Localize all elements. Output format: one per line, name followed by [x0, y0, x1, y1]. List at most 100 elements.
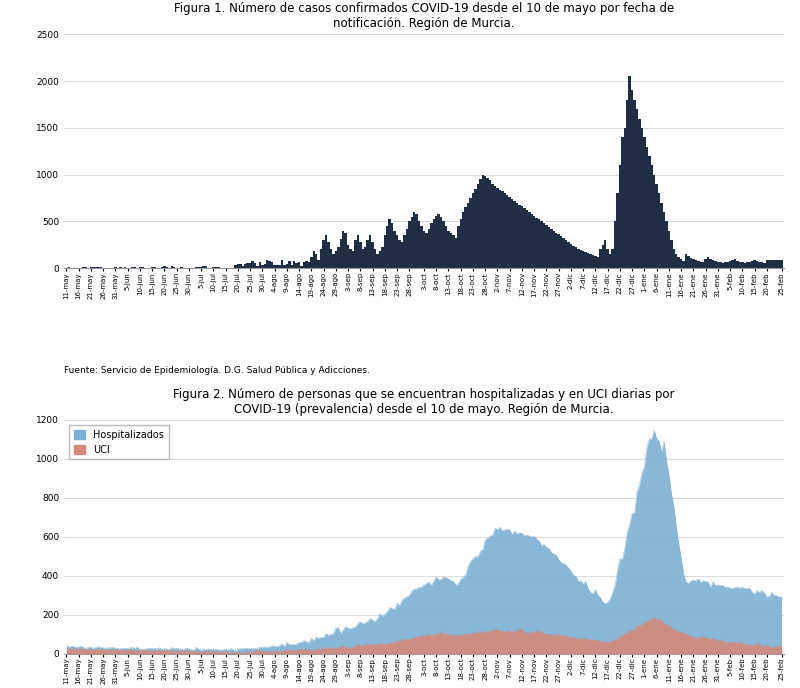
Bar: [738, 261, 741, 268]
Bar: [433, 219, 435, 268]
Bar: [357, 235, 359, 268]
Bar: [558, 235, 560, 268]
Bar: [719, 262, 722, 268]
Bar: [418, 222, 420, 268]
Bar: [263, 264, 266, 268]
Bar: [359, 242, 362, 268]
Bar: [237, 264, 239, 268]
Bar: [438, 214, 440, 268]
Legend: Hospitalizados, UCI: Hospitalizados, UCI: [69, 424, 169, 460]
Bar: [670, 240, 673, 268]
Title: Figura 2. Número de personas que se encuentran hospitalizadas y en UCI diarias p: Figura 2. Número de personas que se encu…: [174, 388, 674, 416]
Bar: [685, 254, 687, 268]
Bar: [354, 240, 357, 268]
Bar: [256, 266, 258, 268]
Bar: [281, 260, 283, 268]
Bar: [452, 235, 454, 268]
Bar: [389, 219, 391, 268]
Bar: [653, 175, 655, 268]
Bar: [722, 264, 724, 268]
Bar: [477, 184, 479, 268]
Bar: [699, 261, 702, 268]
Bar: [538, 219, 540, 268]
Bar: [276, 265, 278, 268]
Bar: [465, 207, 467, 268]
Bar: [472, 193, 474, 268]
Bar: [406, 229, 408, 268]
Bar: [761, 262, 763, 268]
Bar: [553, 230, 555, 268]
Bar: [386, 226, 389, 268]
Bar: [758, 261, 761, 268]
Bar: [114, 267, 117, 268]
Bar: [631, 91, 634, 268]
Bar: [401, 242, 403, 268]
Bar: [496, 188, 498, 268]
Bar: [383, 235, 386, 268]
Bar: [555, 233, 558, 268]
Bar: [526, 210, 528, 268]
Bar: [293, 261, 295, 268]
Bar: [154, 267, 156, 268]
Bar: [521, 206, 523, 268]
Bar: [590, 254, 592, 268]
Bar: [362, 249, 364, 268]
Bar: [381, 248, 383, 268]
Bar: [435, 216, 438, 268]
Bar: [151, 267, 154, 268]
Bar: [650, 165, 653, 268]
Bar: [283, 265, 286, 268]
Bar: [675, 254, 678, 268]
Bar: [398, 240, 401, 268]
Bar: [391, 223, 394, 268]
Bar: [369, 235, 371, 268]
Bar: [682, 261, 685, 268]
Bar: [430, 223, 433, 268]
Bar: [350, 249, 352, 268]
Bar: [518, 204, 521, 268]
Bar: [714, 261, 717, 268]
Bar: [318, 259, 320, 268]
Bar: [574, 248, 577, 268]
Bar: [315, 254, 318, 268]
Bar: [394, 230, 396, 268]
Bar: [756, 261, 758, 268]
Bar: [415, 214, 418, 268]
Bar: [249, 264, 251, 268]
Bar: [371, 242, 374, 268]
Bar: [614, 222, 616, 268]
Bar: [403, 235, 406, 268]
Bar: [724, 262, 726, 268]
Bar: [646, 147, 648, 268]
Bar: [702, 262, 705, 268]
Bar: [731, 259, 734, 268]
Bar: [131, 267, 134, 268]
Bar: [634, 100, 636, 268]
Bar: [717, 261, 719, 268]
Bar: [295, 263, 298, 268]
Bar: [246, 263, 249, 268]
Bar: [445, 226, 447, 268]
Bar: [173, 267, 175, 268]
Bar: [562, 238, 565, 268]
Bar: [396, 235, 398, 268]
Bar: [266, 260, 269, 268]
Bar: [334, 251, 337, 268]
Bar: [533, 216, 535, 268]
Bar: [572, 246, 574, 268]
Bar: [530, 214, 533, 268]
Bar: [773, 260, 775, 268]
Bar: [768, 260, 770, 268]
Bar: [271, 262, 274, 268]
Bar: [668, 230, 670, 268]
Bar: [751, 261, 754, 268]
Bar: [594, 256, 597, 268]
Bar: [258, 261, 261, 268]
Bar: [491, 184, 494, 268]
Bar: [516, 203, 518, 268]
Bar: [618, 165, 621, 268]
Bar: [462, 212, 465, 268]
Bar: [494, 186, 496, 268]
Bar: [585, 252, 587, 268]
Bar: [134, 267, 136, 268]
